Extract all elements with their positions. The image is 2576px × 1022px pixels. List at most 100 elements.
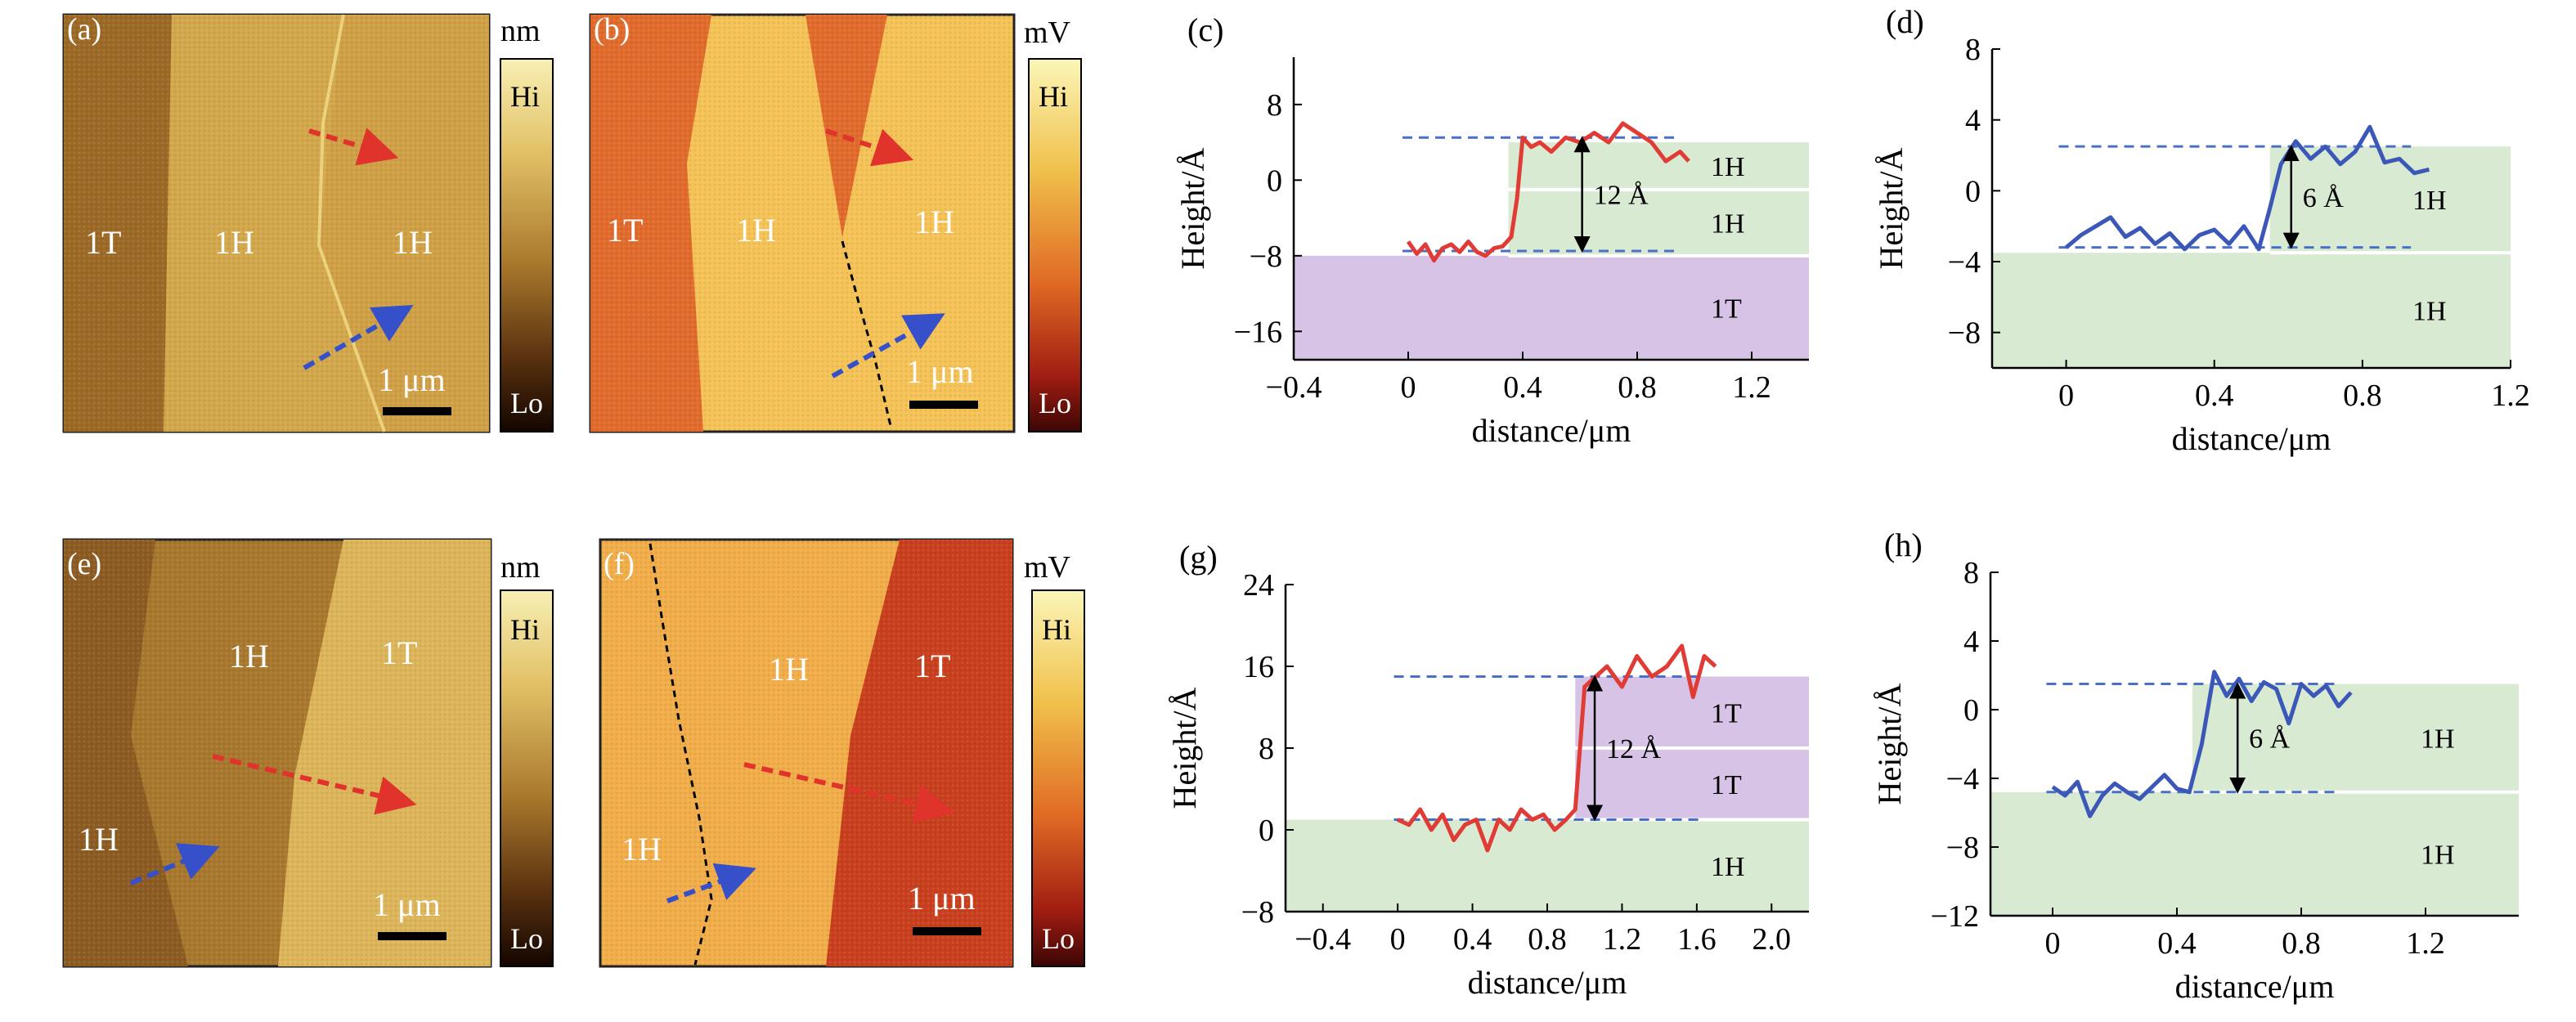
xtick-label-h-0: 0	[2045, 926, 2061, 961]
colorbar-lo-e: Lo	[510, 922, 543, 955]
band-d-1	[1992, 253, 2511, 368]
step-label-h: 6 Å	[2249, 724, 2291, 755]
ytick-label-c-1: 0	[1267, 164, 1282, 198]
region-label-a-3: 1H	[393, 224, 433, 261]
band-label-g-1: 1T	[1711, 770, 1742, 800]
panel-a: (a) 1T 1H 1H 1 μm nm Hi Lo	[62, 12, 554, 433]
region-label-f-1: 1H	[769, 651, 809, 688]
xtick-label-g-2: 0.4	[1453, 922, 1492, 957]
panel-f: (f) 1H 1T 1H 1 μm mV Hi Lo	[599, 538, 1085, 968]
boundary-dashed-f	[648, 543, 713, 966]
region-label-e-2: 1T	[381, 634, 417, 671]
colorbar-a	[500, 58, 554, 433]
region-label-a-2: 1H	[214, 224, 254, 261]
xlabel-d: distance/μm	[2172, 420, 2331, 457]
xtick-label-g-6: 2.0	[1752, 922, 1792, 957]
xtick-label-d-0: 0	[2058, 379, 2074, 413]
ytick-label-h-5: −12	[1931, 899, 1979, 934]
ytick-label-g-4: −8	[1241, 895, 1274, 930]
region-label-b-3: 1H	[914, 204, 954, 240]
ylabel-d: Height/Å	[1873, 147, 1910, 269]
panel-e: (e) 1H 1T 1H 1 μm nm Hi Lo	[62, 538, 554, 968]
blue-arrow-b	[831, 313, 945, 379]
scale-bar-e	[378, 932, 447, 940]
xtick-label-d-3: 1.2	[2491, 379, 2530, 413]
panel-label-g: (g)	[1179, 539, 1218, 576]
band-g-1	[1575, 748, 1809, 820]
chart-h: 1H 1H 0 0.4 0.8 1.2 8 4 0 −4 −8 −12 distance/μm Heigh…	[1871, 527, 2519, 1005]
colorbar-hi-b: Hi	[1039, 80, 1068, 113]
band-label-h-0: 1H	[2421, 724, 2455, 755]
series-line-d	[2064, 124, 2430, 252]
xtick-label-c-0: −0.4	[1266, 370, 1322, 405]
chart-g: 1T 1T 1H −0.4 0 0.4 0.8 1.2 1.6 2.0 24 16 8 0 −8 distan…	[1166, 539, 1809, 1001]
xtick-label-g-5: 1.6	[1677, 922, 1717, 957]
red-arrow-e	[212, 754, 417, 815]
region-label-a-1: 1T	[85, 224, 121, 261]
xtick-label-c-4: 1.2	[1732, 370, 1771, 405]
ytick-label-d-3: −4	[1948, 245, 1981, 280]
colorbar-hi-e: Hi	[510, 613, 540, 646]
xtick-label-h-3: 1.2	[2406, 926, 2445, 961]
band-label-c-2: 1T	[1711, 294, 1742, 324]
colorbar-e	[500, 589, 554, 967]
xtick-label-d-2: 0.8	[2343, 379, 2382, 413]
series-line-c	[1406, 121, 1690, 263]
ytick-label-h-1: 4	[1963, 625, 1979, 659]
step-label-c: 12 Å	[1594, 181, 1649, 211]
ytick-label-d-1: 4	[1965, 104, 1981, 138]
blue-arrow-e	[129, 843, 220, 885]
ytick-label-g-0: 24	[1243, 568, 1274, 603]
panel-label-h: (h)	[1884, 527, 1923, 563]
region-label-f-3: 1H	[622, 831, 662, 867]
xlabel-c: distance/μm	[1472, 412, 1631, 449]
boundary-dashed-b	[841, 240, 893, 430]
band-label-c-0: 1H	[1711, 152, 1745, 182]
ytick-label-c-0: 8	[1267, 88, 1282, 123]
colorbar-f	[1031, 589, 1085, 967]
unit-label-e: nm	[500, 550, 541, 585]
band-label-g-2: 1H	[1711, 852, 1745, 882]
ylabel-c: Height/Å	[1174, 147, 1211, 269]
ytick-label-h-4: −8	[1946, 831, 1979, 865]
colorbar-lo-a: Lo	[510, 387, 543, 419]
ytick-label-g-1: 16	[1243, 650, 1274, 684]
region-label-e-3: 1H	[79, 821, 119, 858]
scale-bar-b	[909, 401, 978, 409]
band-c-2	[1294, 255, 1809, 360]
series-line-g	[1397, 643, 1717, 853]
red-arrow-f	[743, 762, 955, 823]
scale-label-e: 1 μm	[373, 886, 441, 923]
colorbar-lo-f: Lo	[1042, 922, 1075, 955]
ytick-label-c-3: −16	[1234, 315, 1282, 349]
panel-label-a: (a)	[67, 12, 101, 47]
ytick-label-g-3: 0	[1259, 814, 1274, 848]
panel-label-c: (c)	[1187, 11, 1223, 48]
chart-d: 1H 1H 0 0.4 0.8 1.2 8 4 0 −4 −8 distance/μm Height/Å…	[1873, 3, 2530, 457]
colorbar-hi-f: Hi	[1042, 613, 1071, 646]
band-h-0	[2192, 684, 2519, 792]
red-arrow-a	[308, 128, 399, 166]
region-label-e-1: 1H	[229, 638, 269, 675]
ytick-label-h-2: 0	[1963, 693, 1979, 728]
chart-c: 1H 1H 1T −0.4 0 0.4 0.8 1.2 8 0 −8 −16 distance/μm He…	[1174, 11, 1809, 449]
scale-bar-a	[383, 407, 451, 415]
band-c-1	[1508, 189, 1809, 256]
xlabel-h: distance/μm	[2175, 968, 2335, 1005]
ytick-label-d-0: 8	[1965, 33, 1981, 67]
ytick-label-g-2: 8	[1259, 732, 1274, 766]
colorbar-lo-b: Lo	[1039, 387, 1071, 419]
ytick-label-h-0: 8	[1963, 556, 1979, 590]
region-label-b-2: 1H	[736, 212, 776, 249]
xtick-label-c-2: 0.4	[1503, 370, 1542, 405]
band-d-0	[2269, 146, 2511, 253]
xtick-label-g-1: 0	[1390, 922, 1406, 957]
xtick-label-h-1: 0.4	[2157, 926, 2197, 961]
colorbar-hi-a: Hi	[510, 80, 540, 113]
blue-arrow-a	[303, 305, 414, 370]
colorbar-b	[1028, 58, 1082, 433]
ytick-label-d-2: 0	[1965, 174, 1981, 208]
ytick-label-h-3: −4	[1946, 762, 1979, 796]
ytick-label-c-2: −8	[1250, 240, 1282, 274]
